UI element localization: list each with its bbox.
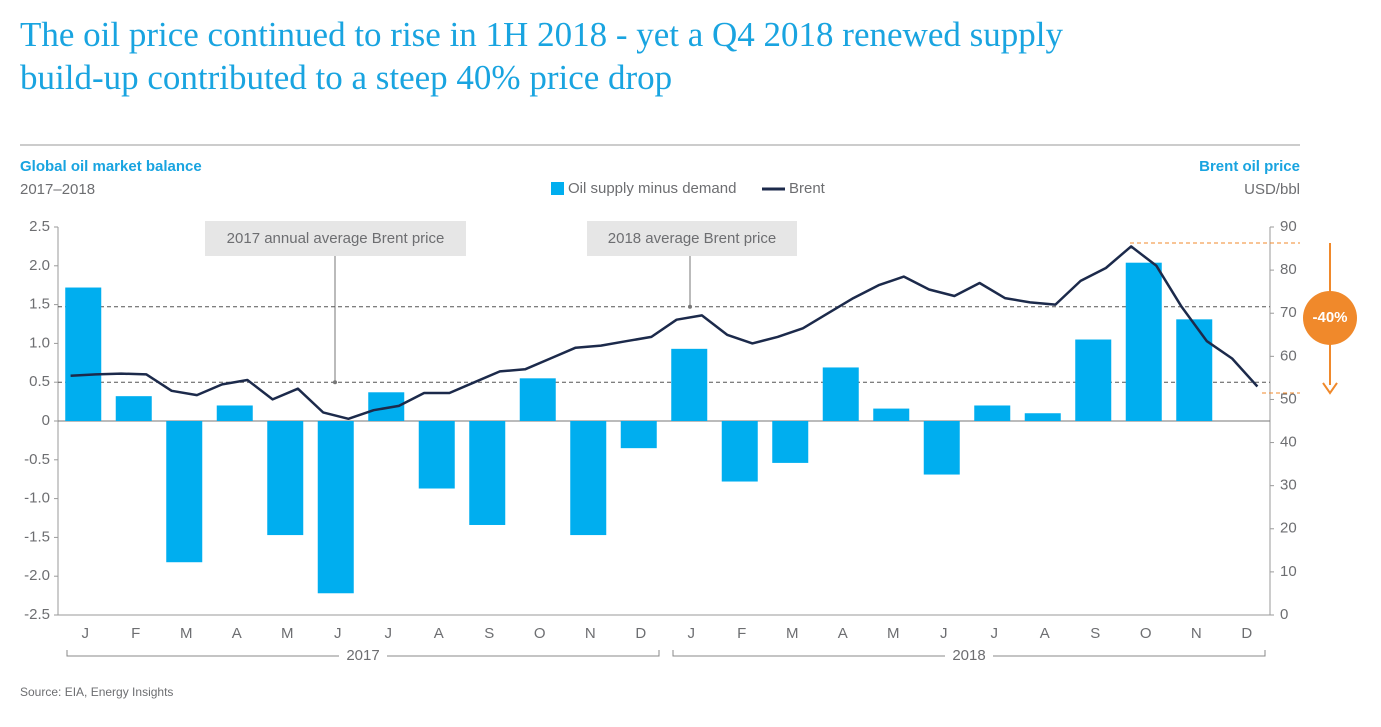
y2-tick-label: 40 bbox=[1280, 434, 1297, 451]
bar bbox=[115, 396, 152, 421]
change-badge bbox=[1303, 290, 1357, 345]
brent-line bbox=[70, 245, 1259, 421]
legend-label: Brent bbox=[789, 180, 826, 197]
bar bbox=[620, 421, 657, 449]
bar bbox=[772, 421, 809, 463]
bar bbox=[822, 367, 859, 421]
x-tick-label: F bbox=[131, 625, 140, 642]
group-label: 2017 bbox=[346, 647, 379, 664]
x-tick-label: M bbox=[281, 625, 294, 642]
change-label: -40% bbox=[1312, 309, 1347, 326]
bar bbox=[519, 378, 556, 421]
x-tick-label: A bbox=[232, 625, 242, 642]
x-tick-label: N bbox=[1191, 625, 1202, 642]
x-tick-label: D bbox=[1241, 625, 1252, 642]
bar bbox=[469, 421, 506, 525]
x-tick-label: N bbox=[585, 625, 596, 642]
bar bbox=[873, 408, 910, 421]
bar bbox=[65, 287, 102, 421]
y2-tick-label: 20 bbox=[1280, 520, 1297, 537]
bar bbox=[1075, 339, 1112, 421]
x-tick-label: S bbox=[484, 625, 494, 642]
x-tick-label: J bbox=[688, 625, 696, 642]
bar bbox=[418, 421, 455, 489]
bar bbox=[317, 421, 354, 594]
arrow-head bbox=[1322, 382, 1338, 395]
y-tick-label: 2.5 bbox=[29, 218, 50, 235]
annotation-box bbox=[587, 221, 797, 256]
annotation-dot bbox=[688, 304, 692, 309]
bar bbox=[974, 405, 1011, 421]
bar bbox=[570, 421, 607, 536]
y-tick-label: 0.5 bbox=[29, 373, 50, 390]
group-bracket bbox=[672, 650, 1266, 657]
bar bbox=[1024, 413, 1061, 421]
bar bbox=[671, 348, 708, 421]
bar bbox=[267, 421, 304, 536]
y-tick-label: -2.5 bbox=[24, 606, 50, 623]
y2-tick-label: 90 bbox=[1280, 218, 1297, 235]
y-tick-label: -1.5 bbox=[24, 528, 50, 545]
x-tick-label: D bbox=[635, 625, 646, 642]
bar bbox=[1176, 319, 1213, 421]
chart-title: The oil price continued to rise in 1H 20… bbox=[20, 15, 1063, 54]
right-axis-title: Brent oil price bbox=[1199, 158, 1300, 175]
y-tick-label: -2.0 bbox=[24, 567, 50, 584]
x-tick-label: F bbox=[737, 625, 746, 642]
x-tick-label: A bbox=[1040, 625, 1050, 642]
y-tick-label: -0.5 bbox=[24, 451, 50, 468]
y-tick-label: 1.0 bbox=[29, 334, 50, 351]
bar bbox=[1125, 262, 1162, 421]
y2-tick-label: 30 bbox=[1280, 477, 1297, 494]
y-tick-label: -1.0 bbox=[24, 490, 50, 507]
x-tick-label: M bbox=[887, 625, 900, 642]
x-tick-label: S bbox=[1090, 625, 1100, 642]
y-tick-label: 0 bbox=[42, 412, 50, 429]
y-tick-label: 2.0 bbox=[29, 257, 50, 274]
y2-tick-label: 10 bbox=[1280, 563, 1297, 580]
legend-swatch bbox=[551, 182, 564, 195]
bar bbox=[721, 421, 758, 482]
annotation-dot bbox=[333, 380, 337, 385]
bar bbox=[923, 421, 960, 475]
legend-label: Oil supply minus demand bbox=[568, 180, 736, 197]
annotation-text: 2018 average Brent price bbox=[608, 230, 776, 247]
annotation-text: 2017 annual average Brent price bbox=[227, 230, 445, 247]
x-tick-label: M bbox=[180, 625, 193, 642]
bar bbox=[166, 421, 203, 563]
right-axis-subtitle: USD/bbl bbox=[1244, 181, 1300, 198]
annotation-box bbox=[205, 221, 466, 256]
chart-title: build-up contributed to a steep 40% pric… bbox=[20, 58, 672, 97]
bar bbox=[216, 405, 253, 421]
x-tick-label: A bbox=[434, 625, 444, 642]
y2-tick-label: 50 bbox=[1280, 390, 1297, 407]
x-tick-label: O bbox=[1140, 625, 1152, 642]
group-label: 2018 bbox=[952, 647, 985, 664]
left-axis-title: Global oil market balance bbox=[20, 158, 202, 175]
source: Source: EIA, Energy Insights bbox=[20, 685, 173, 699]
left-axis-subtitle: 2017–2018 bbox=[20, 181, 95, 198]
y2-tick-label: 80 bbox=[1280, 261, 1297, 278]
y2-tick-label: 70 bbox=[1280, 304, 1297, 321]
x-tick-label: M bbox=[786, 625, 799, 642]
y2-tick-label: 0 bbox=[1280, 606, 1288, 623]
x-tick-label: J bbox=[82, 625, 90, 642]
x-tick-label: J bbox=[334, 625, 342, 642]
group-bracket bbox=[66, 650, 660, 657]
x-tick-label: J bbox=[991, 625, 999, 642]
y-tick-label: 1.5 bbox=[29, 296, 50, 313]
x-tick-label: O bbox=[534, 625, 546, 642]
x-tick-label: J bbox=[385, 625, 393, 642]
y2-tick-label: 60 bbox=[1280, 347, 1297, 364]
x-tick-label: A bbox=[838, 625, 848, 642]
x-tick-label: J bbox=[940, 625, 948, 642]
